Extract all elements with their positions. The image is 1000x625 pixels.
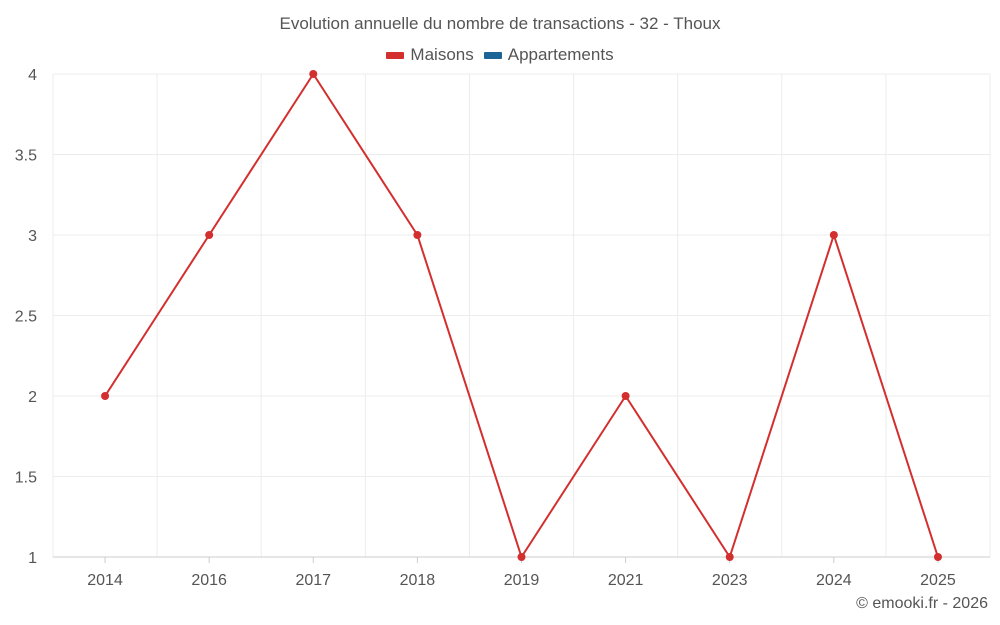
x-tick-label: 2017	[295, 572, 331, 589]
y-tick-label: 1.5	[15, 470, 37, 487]
data-point	[517, 553, 526, 561]
x-tick-label: 2014	[87, 572, 123, 589]
legend-swatch-appartements	[483, 51, 502, 59]
data-point	[725, 553, 734, 561]
legend-label-maisons: Maisons	[410, 45, 474, 64]
y-tick-label: 1	[28, 550, 37, 567]
x-tick-label: 2019	[504, 572, 540, 589]
x-tick-label: 2023	[712, 572, 748, 589]
x-tick-label: 2021	[608, 572, 644, 589]
y-tick-label: 3.5	[15, 148, 37, 165]
credit-text: © emooki.fr - 2026	[856, 595, 988, 612]
x-tick-label: 2025	[920, 572, 956, 589]
chart-legend: Maisons Appartements	[0, 45, 1000, 65]
y-tick-label: 3	[28, 228, 37, 245]
y-tick-label: 2	[28, 389, 37, 406]
legend-item-maisons[interactable]: Maisons	[386, 45, 474, 65]
data-point	[101, 392, 110, 400]
data-point	[621, 392, 630, 400]
data-point	[309, 70, 318, 78]
chart-title: Evolution annuelle du nombre de transact…	[279, 14, 721, 33]
x-tick-label: 2024	[816, 572, 852, 589]
y-tick-label: 4	[28, 67, 37, 84]
y-tick-label: 2.5	[15, 309, 37, 326]
data-point	[933, 553, 942, 561]
legend-swatch-maisons	[386, 51, 405, 59]
x-tick-label: 2018	[400, 572, 436, 589]
data-point	[205, 231, 214, 239]
x-tick-label: 2016	[191, 572, 227, 589]
legend-item-appartements[interactable]: Appartements	[483, 45, 614, 65]
legend-label-appartements: Appartements	[507, 45, 614, 64]
data-point	[829, 231, 838, 239]
data-point	[413, 231, 422, 239]
